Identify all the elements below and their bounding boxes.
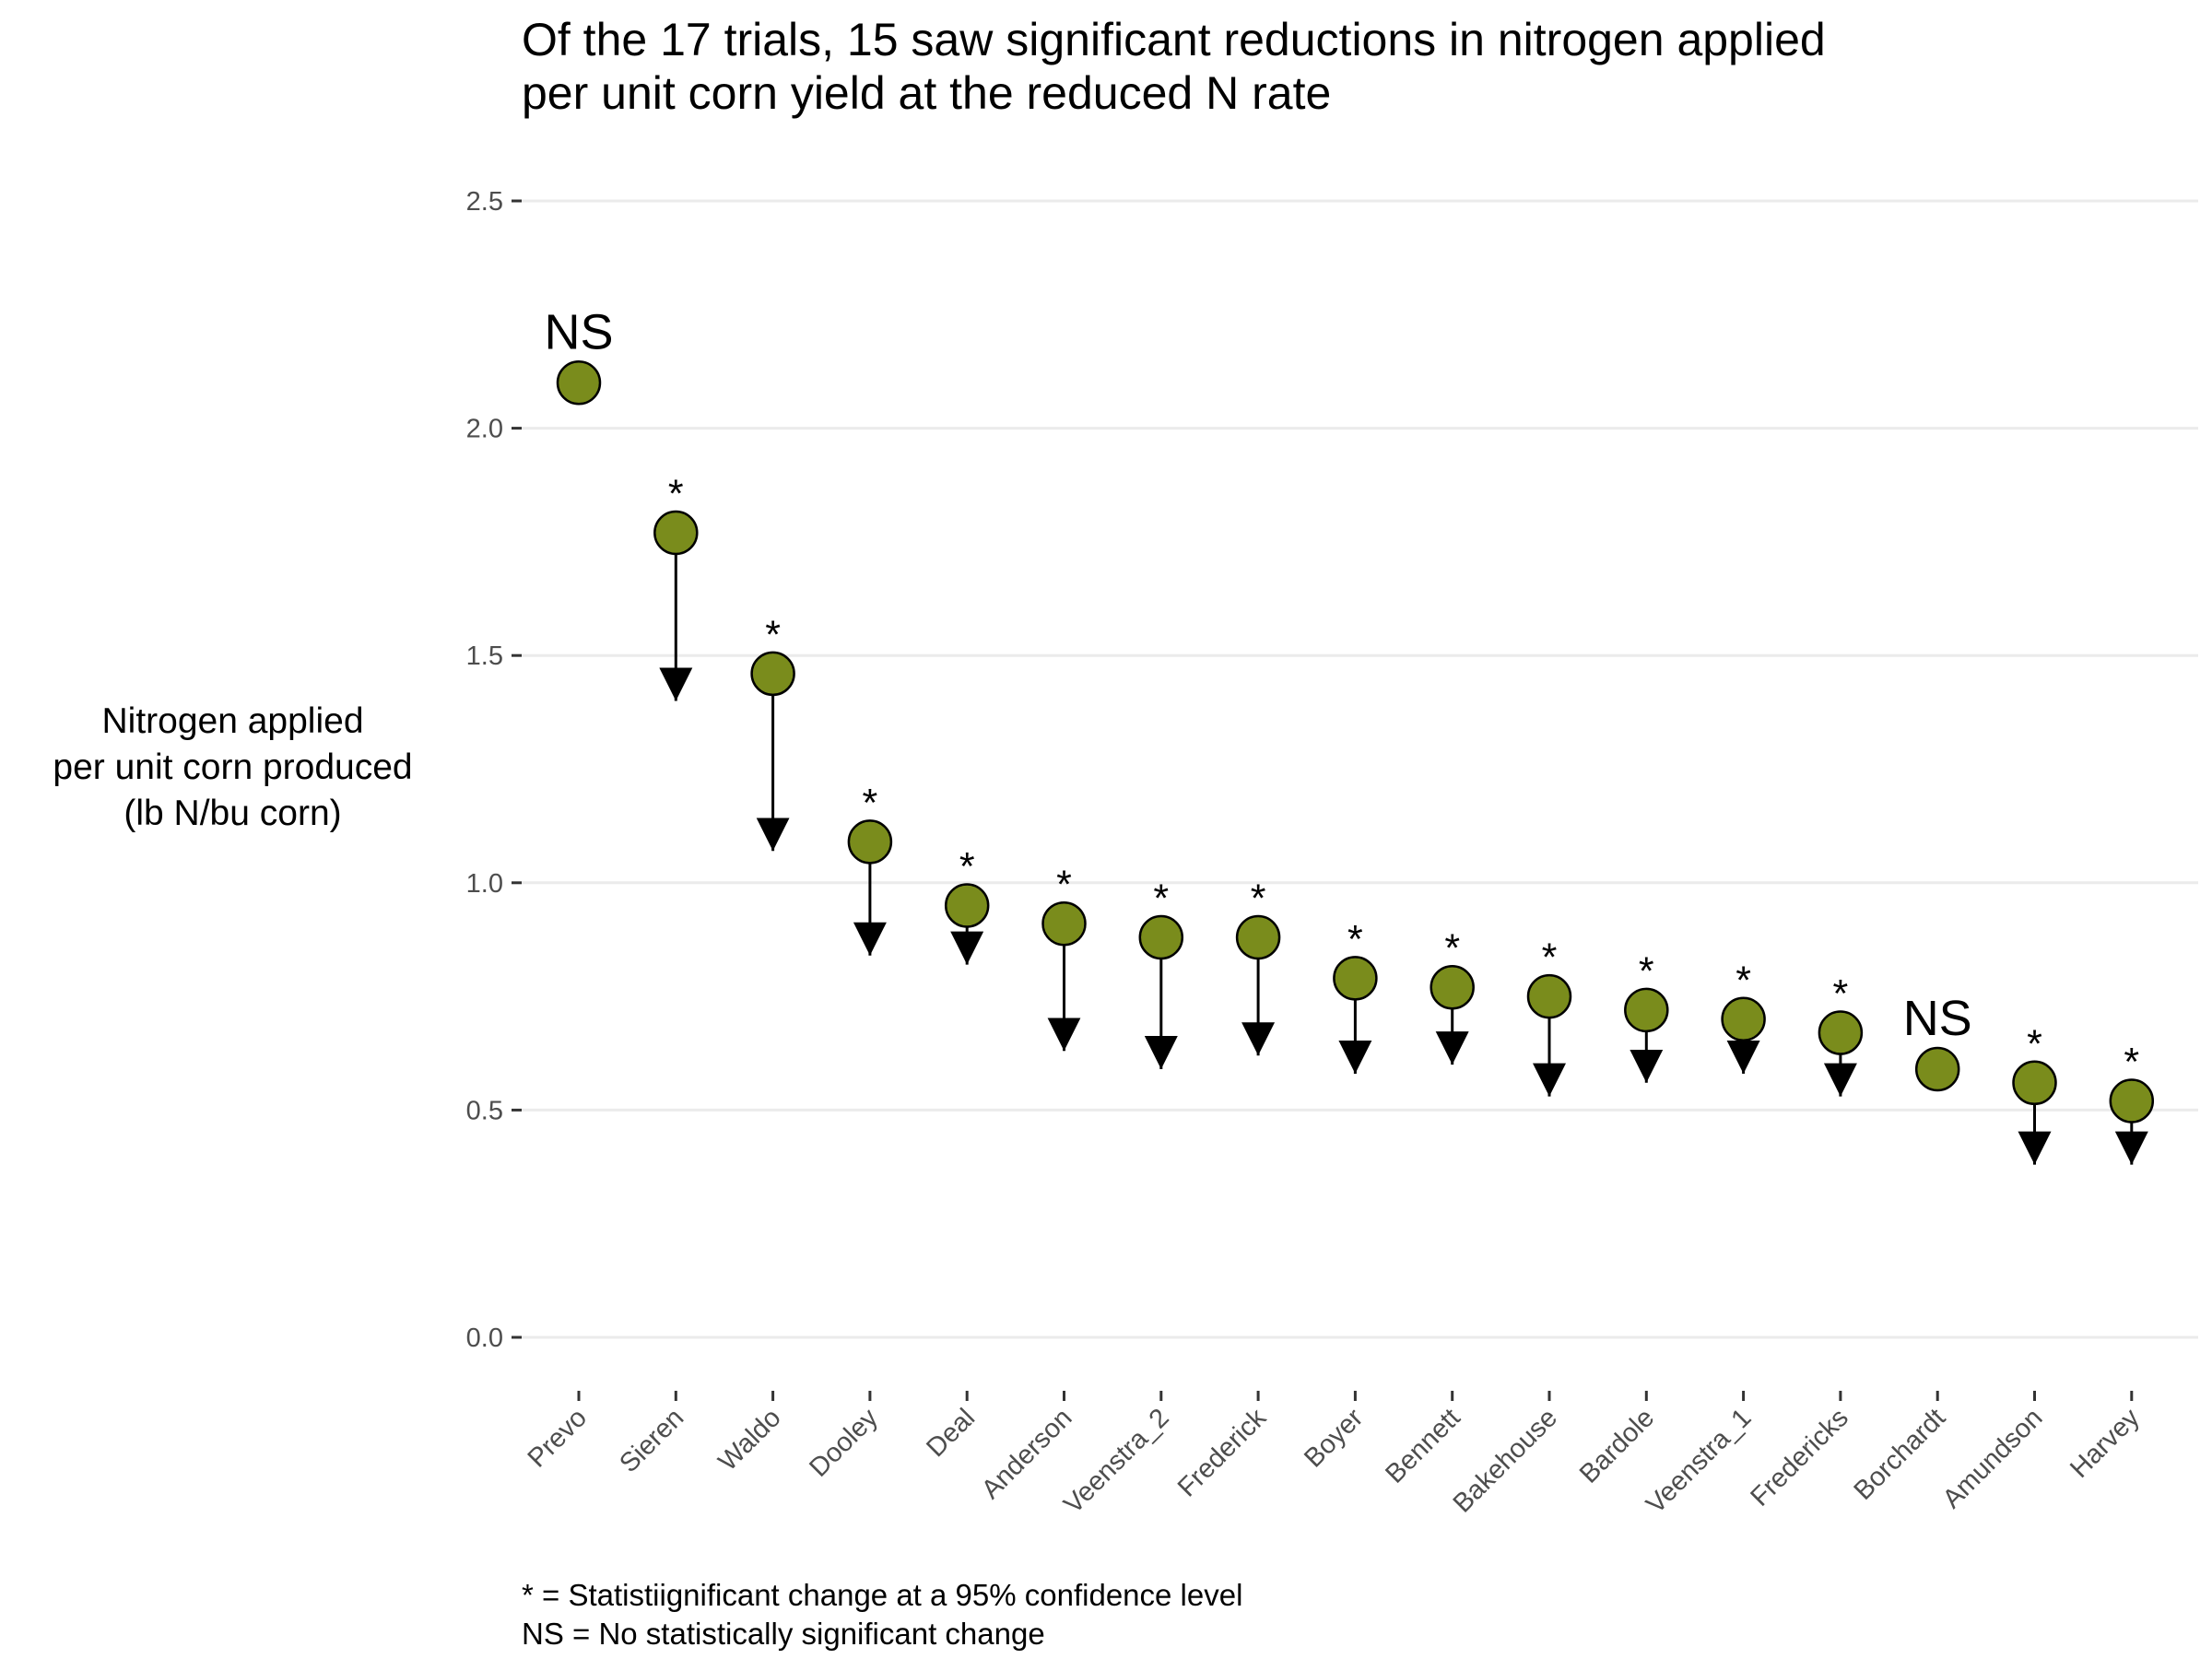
significance-label: * [959,844,975,888]
chart-title: Of the 17 trials, 15 saw significant red… [522,14,1826,119]
y-tick-label: 1.0 [466,869,503,899]
x-tick-label: Prevo [523,1403,593,1473]
significance-label: * [2027,1022,2042,1066]
x-tick-label: Anderson [976,1403,1077,1504]
significance-label: * [1153,877,1169,921]
chart-caption: * = Statistiignificant change at a 95% c… [522,1578,1243,1651]
significance-label: * [2124,1041,2139,1085]
x-tick-label: Bardole [1574,1403,1660,1488]
data-point [1721,996,1766,1042]
x-axis: Prevo Sieren Waldo Dooley DealAndersonVeenst… [523,1391,2146,1520]
data-point [847,819,893,865]
significance-label: * [1735,959,1751,1003]
y-axis: 0.0 0.5 1.0 1.5 2.0 2.5 [466,187,522,1353]
x-tick-label: Bennett [1380,1403,1465,1488]
significance-label: * [863,781,878,825]
data-point [1333,956,1378,1001]
data-point [1526,973,1572,1019]
significance-label: * [1056,863,1072,907]
significance-label: * [1251,877,1266,921]
y-tick-label: 1.5 [466,641,503,671]
x-tick-label: Veenstra_1 [1641,1403,1757,1519]
data-point [1818,1010,1864,1055]
data-point [653,510,699,556]
y-tick-label: 0.5 [466,1096,503,1125]
x-tick-label: Waldo [713,1403,787,1477]
significance-label: NS [1903,991,1972,1046]
x-tick-label: Boyer [1299,1403,1369,1473]
change-arrows [659,533,2148,1165]
significance-label: * [668,472,684,516]
data-point [556,360,602,406]
x-tick-label: Borchardt [1849,1403,1952,1506]
data-point [1430,964,1475,1010]
data-point [944,883,990,928]
data-point [2109,1078,2155,1124]
data-point [1914,1046,1960,1092]
x-tick-label: Amundson [1937,1403,2049,1514]
significance-label: * [765,613,781,657]
x-tick-label: Harvey [2065,1403,2146,1484]
significance-label: * [1542,935,1558,980]
data-point [1235,914,1281,960]
significance-label: * [1444,926,1460,971]
x-tick-label: Dooley [804,1403,884,1483]
y-tick-label: 0.0 [466,1324,503,1353]
data-point [1624,987,1669,1033]
y-tick-label: 2.5 [466,187,503,217]
data-point [750,651,795,697]
data-points [556,360,2155,1124]
x-tick-label: Frederick [1172,1403,1272,1502]
gridlines [522,199,2198,1339]
x-tick-label: Fredericks [1746,1403,1854,1512]
significance-label: * [1639,949,1654,994]
significance-label: NS [544,304,613,359]
significance-label: * [1833,972,1849,1017]
data-point [1041,900,1087,947]
x-tick-label: Bakehouse [1448,1403,1563,1518]
x-tick-label: Veenstra_2 [1058,1403,1174,1519]
y-axis-title: Nitrogen applied per unit corn produced … [53,701,413,833]
data-point [1138,914,1184,960]
y-tick-label: 2.0 [466,415,503,444]
significance-labels: NS * * * * * * * * * * * * * NS * * [544,304,2139,1084]
data-point [2012,1060,2057,1106]
x-tick-label: Sieren [614,1403,689,1478]
x-tick-label: Deal [921,1403,981,1463]
significance-label: * [1347,917,1363,961]
